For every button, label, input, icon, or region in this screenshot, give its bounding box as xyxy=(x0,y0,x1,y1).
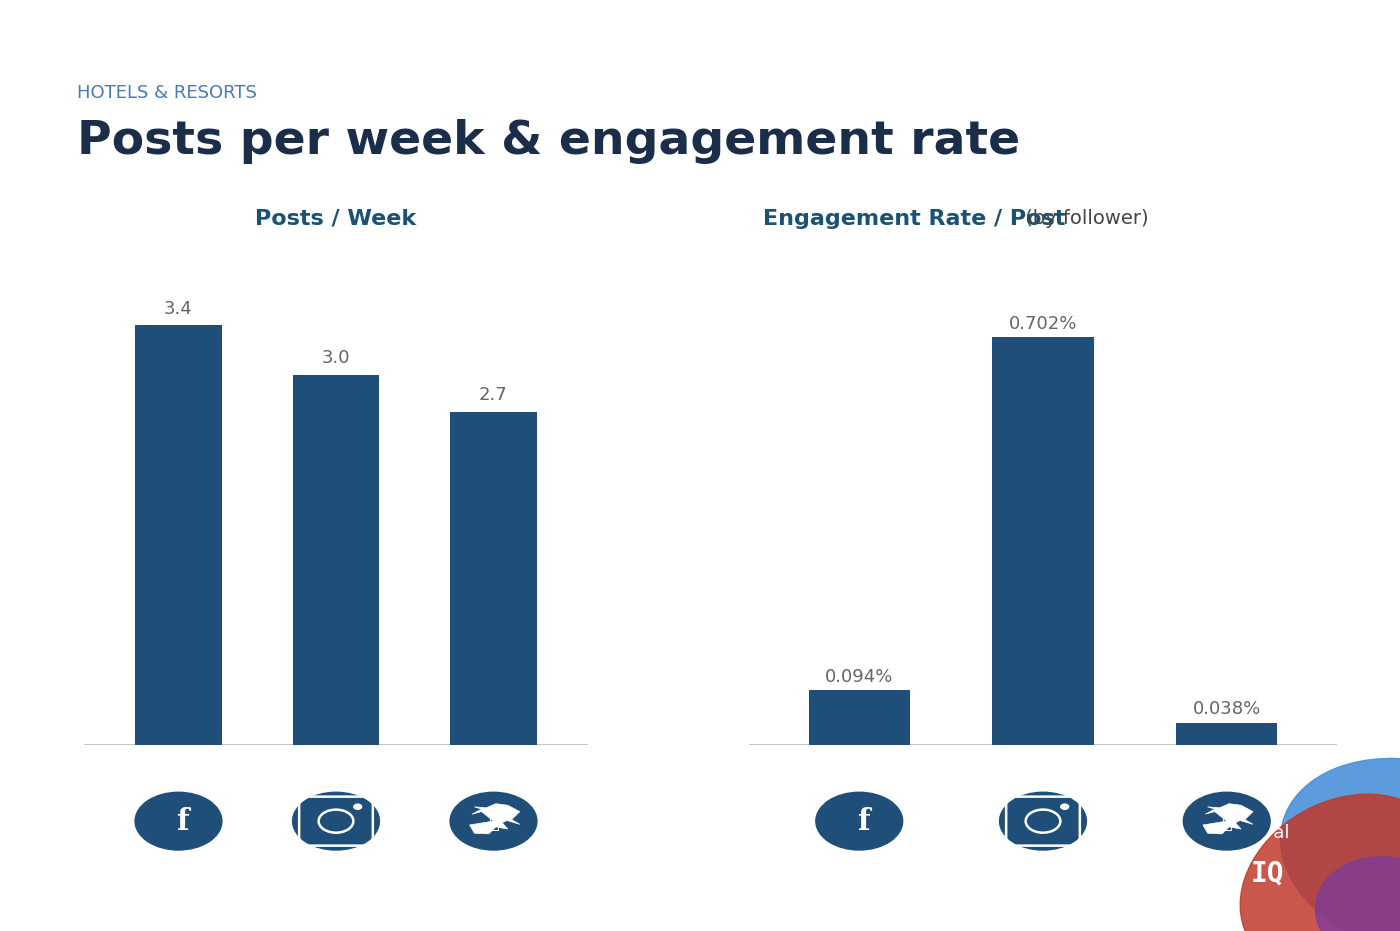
Text: 3.4: 3.4 xyxy=(164,300,193,318)
Text: Posts per week & engagement rate: Posts per week & engagement rate xyxy=(77,119,1021,164)
Text: Posts / Week: Posts / Week xyxy=(255,209,417,229)
Text: f: f xyxy=(857,806,869,836)
Text: 0.038%: 0.038% xyxy=(1193,700,1261,718)
Text: f: f xyxy=(176,806,189,836)
Bar xyxy=(136,326,221,745)
Text: 3.0: 3.0 xyxy=(322,349,350,368)
Text: IQ: IQ xyxy=(1252,859,1284,887)
Text: (by follower): (by follower) xyxy=(1019,209,1149,228)
Text: 2.7: 2.7 xyxy=(479,386,508,404)
Text: Engagement Rate / Post: Engagement Rate / Post xyxy=(763,209,1065,229)
Bar xyxy=(451,412,536,745)
Bar xyxy=(993,337,1093,745)
Bar xyxy=(1176,722,1277,745)
Bar xyxy=(293,374,379,745)
Text: HOTELS & RESORTS: HOTELS & RESORTS xyxy=(77,84,256,102)
Text: ⮕: ⮕ xyxy=(1221,814,1232,832)
Text: ⮕: ⮕ xyxy=(489,814,498,832)
Text: Rival: Rival xyxy=(1246,825,1289,843)
Text: 0.702%: 0.702% xyxy=(1009,315,1077,332)
Text: 0.094%: 0.094% xyxy=(825,668,893,685)
Bar xyxy=(809,690,910,745)
